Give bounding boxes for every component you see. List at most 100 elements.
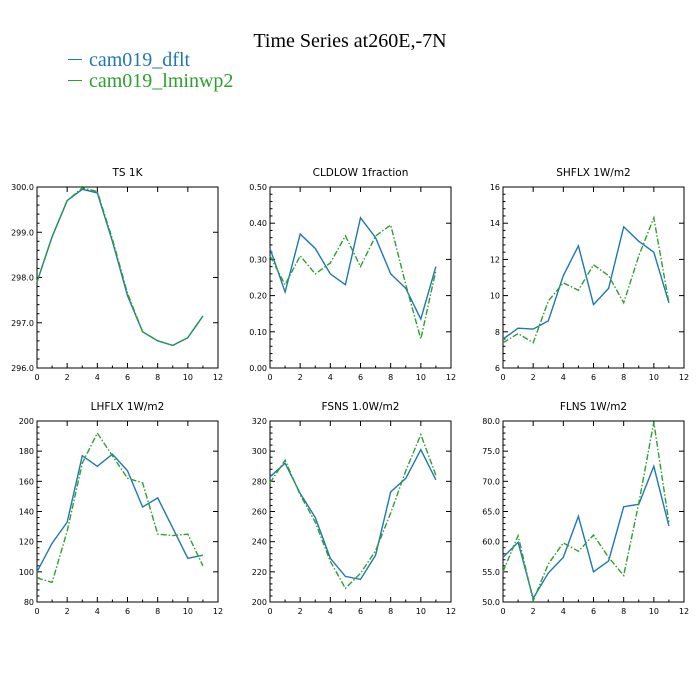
series-line-lminwp2-2	[502, 215, 670, 344]
legend-entry-lminwp2: cam019_lminwp2	[68, 71, 233, 92]
x-tick-label-5-1: 2	[531, 607, 536, 616]
plot-frame-3	[36, 420, 219, 603]
x-tick-label-1-0: 0	[267, 373, 272, 382]
y-tick-label-0-0: 296.0	[11, 364, 34, 373]
series-line-dflt-2	[502, 225, 670, 340]
x-tick-label-1-2: 4	[328, 373, 333, 382]
y-tick-label-4-1: 220	[252, 568, 267, 577]
x-tick-label-4-0: 0	[267, 607, 272, 616]
y-tick-label-5-1: 55.0	[482, 568, 500, 577]
y-tick-label-5-2: 60.0	[482, 538, 500, 547]
chart-panel-0: TS 1K 0 2 4 6 8 10 12 296.0 297.0 298.0 299.0 300.0	[11, 167, 223, 382]
plot-frame-5	[502, 420, 685, 603]
y-tick-label-5-5: 75.0	[482, 447, 500, 456]
series-line-dflt-4	[269, 448, 437, 581]
chart-panel-5: FLNS 1W/m2 0 2 4 6 8 10 12 50.0 55.0 60.0 65.0 70.0 7…	[482, 401, 689, 616]
x-tick-label-4-1: 2	[298, 607, 303, 616]
chart-title-2: SHFLX 1W/m2	[556, 167, 631, 179]
y-tick-label-3-4: 160	[19, 477, 34, 486]
x-tick-label-3-3: 6	[125, 607, 130, 616]
x-tick-label-5-4: 8	[621, 607, 626, 616]
x-tick-label-3-2: 4	[95, 607, 100, 616]
y-tick-label-2-2: 10	[490, 292, 500, 301]
x-tick-label-2-4: 8	[621, 373, 626, 382]
x-tick-label-0-0: 0	[34, 373, 39, 382]
plot-frame-0	[36, 186, 219, 369]
legend-label-lminwp2: cam019_lminwp2	[89, 70, 234, 92]
y-tick-label-2-1: 8	[495, 328, 500, 337]
y-tick-label-1-0: 0.00	[249, 364, 267, 373]
series-line-lminwp2-5	[502, 422, 670, 604]
series-line-lminwp2-1	[269, 223, 437, 340]
x-tick-label-1-6: 12	[446, 373, 456, 382]
series-line-dflt-0	[36, 188, 204, 347]
x-tick-label-2-3: 6	[591, 373, 596, 382]
chart-title-3: LHFLX 1W/m2	[91, 401, 165, 413]
legend-entry-dflt: cam019_dflt	[68, 50, 233, 71]
plot-frame-4	[269, 420, 452, 603]
x-tick-label-2-0: 0	[500, 373, 505, 382]
y-tick-label-1-5: 0.50	[249, 183, 267, 192]
y-tick-label-3-3: 140	[19, 508, 34, 517]
y-tick-label-2-4: 14	[490, 219, 500, 228]
series-line-dflt-3	[36, 453, 204, 573]
x-tick-label-4-5: 10	[416, 607, 426, 616]
legend: cam019_dflt cam019_lminwp2	[68, 50, 233, 92]
series-line-lminwp2-0	[36, 187, 204, 347]
series-line-dflt-1	[269, 216, 437, 322]
x-tick-label-0-6: 12	[213, 373, 223, 382]
y-tick-label-0-4: 300.0	[11, 183, 34, 192]
x-tick-label-2-1: 2	[531, 373, 536, 382]
y-tick-label-3-2: 120	[19, 538, 34, 547]
main-title-text: Time Series at260E,-7N	[253, 30, 447, 52]
x-tick-label-4-3: 6	[358, 607, 363, 616]
x-tick-label-5-3: 6	[591, 607, 596, 616]
y-tick-label-4-5: 300	[252, 447, 267, 456]
y-tick-label-5-0: 50.0	[482, 598, 500, 607]
y-tick-label-3-5: 180	[19, 447, 34, 456]
x-tick-label-4-2: 4	[328, 607, 333, 616]
legend-label-dflt: cam019_dflt	[89, 49, 191, 71]
y-tick-label-2-3: 12	[490, 255, 500, 264]
y-tick-label-1-1: 0.10	[249, 328, 267, 337]
x-tick-label-0-5: 10	[183, 373, 193, 382]
chart-title-0: TS 1K	[112, 167, 144, 179]
chart-panel-3: LHFLX 1W/m2 0 2 4 6 8 10 12 80 100 120 140 160 180 200	[19, 401, 223, 616]
x-tick-label-1-4: 8	[388, 373, 393, 382]
x-tick-label-0-2: 4	[95, 373, 100, 382]
y-tick-label-0-2: 298.0	[11, 274, 34, 283]
y-tick-label-2-0: 6	[495, 364, 500, 373]
chart-panel-1: CLDLOW 1fraction 0 2 4 6 8 10 12 0.00 0.10 0.20 0.3…	[249, 167, 456, 382]
y-tick-label-2-5: 16	[490, 183, 500, 192]
x-tick-label-0-1: 2	[65, 373, 70, 382]
y-tick-label-5-3: 65.0	[482, 508, 500, 517]
x-tick-label-1-3: 6	[358, 373, 363, 382]
x-tick-label-4-4: 8	[388, 607, 393, 616]
x-tick-label-5-6: 12	[679, 607, 689, 616]
y-tick-label-4-3: 260	[252, 508, 267, 517]
x-tick-label-3-0: 0	[34, 607, 39, 616]
legend-line-lminwp2	[68, 79, 82, 82]
y-tick-label-5-4: 70.0	[482, 477, 500, 486]
y-tick-label-0-3: 299.0	[11, 228, 34, 237]
x-tick-label-0-4: 8	[155, 373, 160, 382]
plot-frame-1	[269, 186, 452, 369]
y-tick-label-3-6: 200	[19, 417, 34, 426]
y-tick-label-4-4: 280	[252, 477, 267, 486]
y-tick-label-1-3: 0.30	[249, 255, 267, 264]
series-line-lminwp2-4	[269, 432, 437, 590]
y-tick-label-4-2: 240	[252, 538, 267, 547]
x-tick-label-5-5: 10	[649, 607, 659, 616]
x-tick-label-1-5: 10	[416, 373, 426, 382]
x-tick-label-4-6: 12	[446, 607, 456, 616]
chart-panel-2: SHFLX 1W/m2 0 2 4 6 8 10 12 6 8 10 12 14 16	[490, 167, 689, 382]
y-tick-label-5-6: 80.0	[482, 417, 500, 426]
chart-title-5: FLNS 1W/m2	[560, 401, 627, 413]
chart-title-1: CLDLOW 1fraction	[313, 167, 409, 179]
x-tick-label-3-1: 2	[65, 607, 70, 616]
chart-title-4: FSNS 1.0W/m2	[322, 401, 400, 413]
y-tick-label-4-0: 200	[252, 598, 267, 607]
y-tick-label-3-1: 100	[19, 568, 34, 577]
x-tick-label-0-3: 6	[125, 373, 130, 382]
